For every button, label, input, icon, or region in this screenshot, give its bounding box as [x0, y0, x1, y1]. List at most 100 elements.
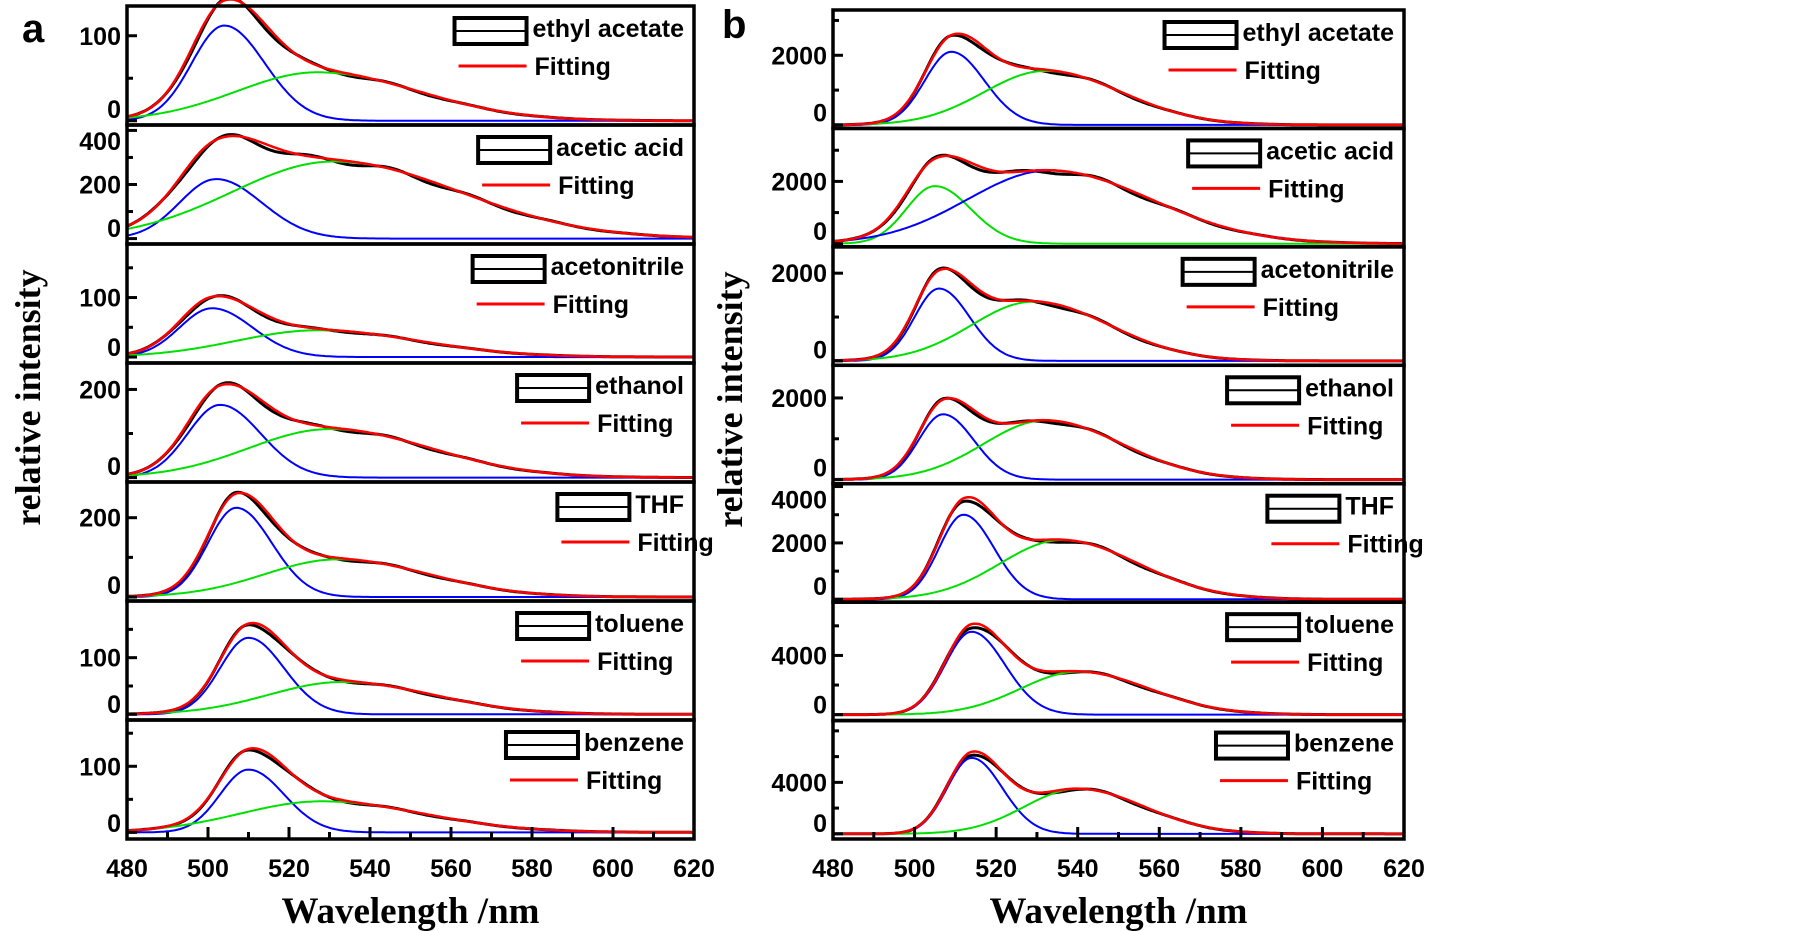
- data-curve: [126, 490, 694, 599]
- legend-label-fit: Fitting: [1263, 294, 1339, 322]
- x-tick-label: 520: [975, 855, 1017, 883]
- x-axis-title: Wavelength /nm: [282, 891, 540, 931]
- legend-label-fit: Fitting: [586, 767, 662, 795]
- subplot-acetonitrile: 0 2000 acetonitrile Fitting: [771, 245, 1406, 368]
- legend-label-fit: Fitting: [1245, 57, 1321, 85]
- legend-label-fit: Fitting: [558, 172, 634, 200]
- y-axis-title: relative intensity: [710, 271, 750, 527]
- fit-curve: [126, 382, 694, 479]
- fit-curve: [126, 134, 695, 239]
- legend-label-fit: Fitting: [597, 410, 673, 438]
- x-tick-label: 480: [812, 855, 854, 883]
- y-tick-label: 400: [79, 128, 121, 156]
- legend: acetonitrile Fitting: [470, 253, 684, 319]
- peak2-curve: [126, 329, 694, 358]
- x-axis-title: Wavelength /nm: [990, 891, 1248, 931]
- legend-label-fit: Fitting: [597, 648, 673, 676]
- x-tick-label: 600: [1302, 855, 1344, 883]
- subplot-benzene: 0 4000 benzene Fitting: [771, 718, 1406, 841]
- y-tick-label: 4000: [771, 642, 827, 670]
- y-tick-label: 2000: [771, 260, 827, 288]
- legend-label-data: ethyl acetate: [1243, 19, 1395, 47]
- legend: THF Fitting: [1265, 493, 1424, 559]
- legend: acetic acid Fitting: [476, 134, 684, 200]
- panel-label: a: [22, 7, 45, 51]
- y-tick-label: 0: [813, 810, 827, 838]
- subplot-thf: 0 2000 4000 THF Fitting: [771, 481, 1424, 604]
- legend-label-data: acetic acid: [556, 134, 684, 162]
- legend-label-data: acetic acid: [1266, 137, 1394, 165]
- y-tick-label: 0: [813, 336, 827, 364]
- legend-label-data: ethyl acetate: [533, 15, 685, 43]
- y-axis-title: relative intensity: [8, 269, 48, 525]
- subplot-toluene: 0 100 toluene Fitting: [79, 599, 696, 722]
- legend-label-fit: Fitting: [1268, 175, 1344, 203]
- fit-curve: [833, 750, 1404, 836]
- peak1-curve: [126, 403, 694, 479]
- y-tick-label: 0: [107, 691, 121, 719]
- subplot-acetic-acid: 0 200 400 acetic acid Fitting: [79, 123, 696, 246]
- peak2-curve: [126, 558, 694, 598]
- x-tick-label: 480: [106, 855, 148, 883]
- y-tick-label: 2000: [771, 530, 827, 558]
- x-tick-label: 560: [430, 855, 472, 883]
- y-tick-label: 4000: [771, 769, 827, 797]
- legend-label-fit: Fitting: [535, 53, 611, 81]
- x-tick-label: 540: [349, 855, 391, 883]
- legend-label-data: THF: [635, 491, 684, 519]
- legend: acetonitrile Fitting: [1180, 256, 1394, 322]
- y-tick-label: 0: [813, 455, 827, 483]
- x-tick-label: 500: [894, 855, 936, 883]
- legend-label-data: acetonitrile: [1261, 256, 1394, 284]
- fit-curve: [127, 621, 694, 716]
- fit-curve: [833, 32, 1404, 127]
- legend: THF Fitting: [555, 491, 714, 557]
- legend-label-data: ethanol: [595, 372, 684, 400]
- legend: ethyl acetate Fitting: [452, 15, 685, 81]
- x-tick-label: 520: [268, 855, 310, 883]
- peak1-curve: [126, 178, 694, 240]
- x-tick-label: 580: [511, 855, 553, 883]
- peak2-curve: [127, 681, 694, 716]
- y-tick-label: 100: [79, 645, 121, 673]
- legend-label-fit: Fitting: [1296, 768, 1372, 796]
- y-tick-label: 0: [107, 572, 121, 600]
- y-tick-label: 0: [107, 334, 121, 362]
- panel-label: b: [722, 3, 746, 47]
- y-tick-label: 0: [107, 453, 121, 481]
- peak1-curve: [833, 513, 1404, 601]
- subplot-acetonitrile: 0 100 acetonitrile Fitting: [79, 242, 696, 365]
- subplot-acetic-acid: 0 2000 acetic acid Fitting: [771, 126, 1406, 249]
- y-tick-label: 100: [79, 753, 121, 781]
- x-tick-label: 620: [673, 855, 715, 883]
- panel-a: 0 100 ethyl acetate Fitting 0 200 400 acetic ac…: [8, 0, 715, 931]
- legend-label-fit: Fitting: [1307, 649, 1383, 677]
- fit-curve: [833, 495, 1404, 601]
- y-tick-label: 0: [107, 96, 121, 124]
- subplot-ethyl-acetate: 0 2000 ethyl acetate Fitting: [771, 8, 1406, 131]
- fit-curve: [833, 267, 1404, 363]
- legend-label-fit: Fitting: [1347, 531, 1423, 559]
- x-tick-label: 620: [1383, 855, 1425, 883]
- legend: acetic acid Fitting: [1186, 137, 1394, 203]
- fit-curve: [833, 396, 1404, 481]
- y-tick-label: 4000: [771, 487, 827, 515]
- fit-curve: [126, 747, 694, 834]
- legend-label-data: THF: [1345, 493, 1394, 521]
- subplot-toluene: 0 4000 toluene Fitting: [771, 600, 1406, 723]
- legend: ethanol Fitting: [515, 372, 684, 438]
- legend: toluene Fitting: [515, 610, 684, 676]
- peak1-curve: [833, 185, 1404, 245]
- fit-curve: [126, 491, 694, 599]
- subplot-thf: 0 200 THF Fitting: [79, 480, 714, 603]
- legend-label-fit: Fitting: [553, 291, 629, 319]
- legend-label-data: ethanol: [1305, 374, 1394, 402]
- x-tick-label: 580: [1220, 855, 1262, 883]
- y-tick-label: 2000: [771, 385, 827, 413]
- legend: ethyl acetate Fitting: [1162, 19, 1395, 85]
- legend-label-data: acetonitrile: [551, 253, 684, 281]
- x-tick-label: 560: [1138, 855, 1180, 883]
- legend-label-data: toluene: [1305, 611, 1394, 639]
- legend: benzene Fitting: [1213, 730, 1394, 796]
